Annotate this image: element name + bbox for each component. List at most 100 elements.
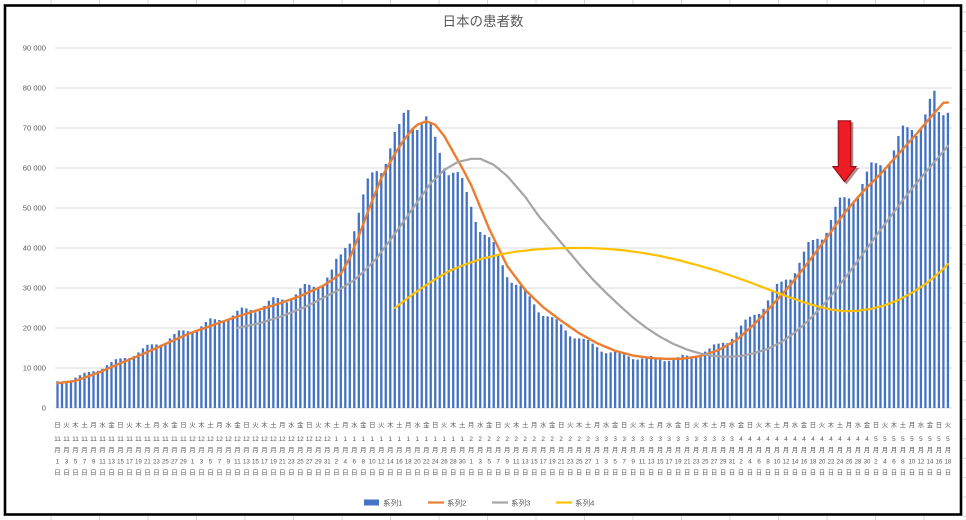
bar[interactable] — [663, 361, 666, 408]
bar[interactable] — [780, 281, 783, 408]
bar[interactable] — [771, 291, 774, 408]
bar[interactable] — [631, 359, 635, 408]
bar[interactable] — [434, 136, 437, 409]
bar[interactable] — [816, 238, 819, 408]
bar[interactable] — [753, 314, 756, 408]
bar[interactable] — [897, 136, 900, 408]
bar[interactable] — [730, 338, 734, 408]
bar[interactable] — [429, 122, 432, 408]
bar[interactable] — [312, 286, 315, 408]
bar[interactable] — [654, 357, 657, 408]
bar[interactable] — [357, 212, 360, 408]
bar[interactable] — [676, 357, 680, 408]
bar[interactable] — [132, 356, 136, 408]
bar[interactable] — [407, 110, 410, 408]
bar[interactable] — [766, 300, 770, 408]
bar[interactable] — [362, 194, 365, 408]
bar[interactable] — [721, 342, 725, 408]
bar[interactable] — [96, 370, 100, 408]
bar[interactable] — [640, 358, 644, 408]
bar[interactable] — [919, 129, 923, 408]
bar[interactable] — [820, 239, 824, 408]
series-line-系列4[interactable] — [393, 246, 949, 313]
series-line-系列2[interactable] — [56, 101, 950, 385]
bar[interactable] — [348, 243, 351, 408]
bar[interactable] — [366, 178, 369, 408]
bar[interactable] — [452, 172, 455, 408]
bar[interactable] — [438, 152, 441, 408]
bar[interactable] — [838, 197, 842, 408]
bar[interactable] — [578, 338, 581, 408]
bar[interactable] — [892, 150, 896, 408]
bar[interactable] — [231, 315, 235, 408]
bar[interactable] — [339, 254, 342, 408]
bar[interactable] — [240, 307, 244, 408]
bar[interactable] — [604, 353, 608, 408]
bar[interactable] — [595, 347, 599, 408]
bar[interactable] — [528, 296, 531, 408]
bar[interactable] — [218, 320, 221, 408]
bar[interactable] — [586, 340, 590, 408]
bar[interactable] — [461, 178, 464, 408]
bar[interactable] — [829, 220, 833, 408]
bar[interactable] — [699, 355, 702, 408]
bar[interactable] — [865, 171, 869, 408]
bar[interactable] — [222, 322, 226, 408]
bar[interactable] — [497, 254, 500, 408]
bar[interactable] — [924, 114, 927, 409]
bar[interactable] — [285, 302, 288, 408]
bar[interactable] — [249, 310, 253, 408]
legend-item-系列3[interactable]: 系列3 — [492, 498, 530, 508]
legend[interactable]: 系列1 系列2 系列3 系列4 — [364, 498, 594, 508]
bar[interactable] — [375, 171, 378, 408]
bar[interactable] — [254, 312, 257, 408]
bar[interactable] — [645, 356, 648, 408]
series-line-系列3[interactable] — [236, 144, 949, 358]
bar[interactable] — [74, 377, 77, 408]
bar[interactable] — [915, 136, 918, 408]
bar[interactable] — [762, 308, 765, 408]
bar[interactable] — [164, 342, 167, 408]
bar[interactable] — [155, 344, 158, 408]
bar[interactable] — [847, 198, 851, 408]
bar[interactable] — [757, 314, 761, 408]
bar[interactable] — [236, 310, 239, 408]
bar[interactable] — [870, 162, 873, 408]
bar[interactable] — [906, 127, 909, 408]
bar[interactable] — [380, 173, 383, 408]
bar[interactable] — [141, 348, 145, 408]
bar[interactable] — [937, 112, 941, 408]
bar[interactable] — [146, 344, 149, 408]
bar[interactable] — [425, 116, 428, 409]
bar[interactable] — [150, 344, 154, 408]
bar[interactable] — [447, 175, 450, 408]
bar[interactable] — [784, 279, 788, 408]
bar[interactable] — [177, 330, 181, 408]
bar[interactable] — [92, 371, 95, 408]
bar[interactable] — [389, 148, 392, 408]
bar[interactable] — [735, 332, 738, 408]
bar[interactable] — [613, 351, 617, 408]
red-arrow-annotation[interactable] — [831, 120, 858, 183]
bar[interactable] — [546, 316, 549, 408]
bar[interactable] — [191, 332, 194, 408]
bar[interactable] — [690, 356, 693, 408]
bar[interactable] — [344, 248, 347, 408]
bar[interactable] — [308, 284, 311, 408]
bar[interactable] — [317, 288, 320, 408]
bar[interactable] — [393, 132, 396, 408]
bar[interactable] — [456, 172, 459, 408]
bar[interactable] — [371, 172, 374, 408]
bar[interactable] — [744, 319, 747, 408]
bar[interactable] — [843, 197, 846, 408]
bar[interactable] — [524, 288, 527, 408]
bar[interactable] — [168, 338, 172, 408]
bar[interactable] — [83, 372, 86, 408]
bar[interactable] — [420, 124, 423, 409]
bar[interactable] — [582, 338, 585, 408]
bar[interactable] — [137, 352, 140, 408]
bar[interactable] — [326, 277, 329, 408]
bar[interactable] — [60, 381, 64, 408]
bar[interactable] — [56, 381, 59, 408]
bar[interactable] — [542, 316, 545, 408]
